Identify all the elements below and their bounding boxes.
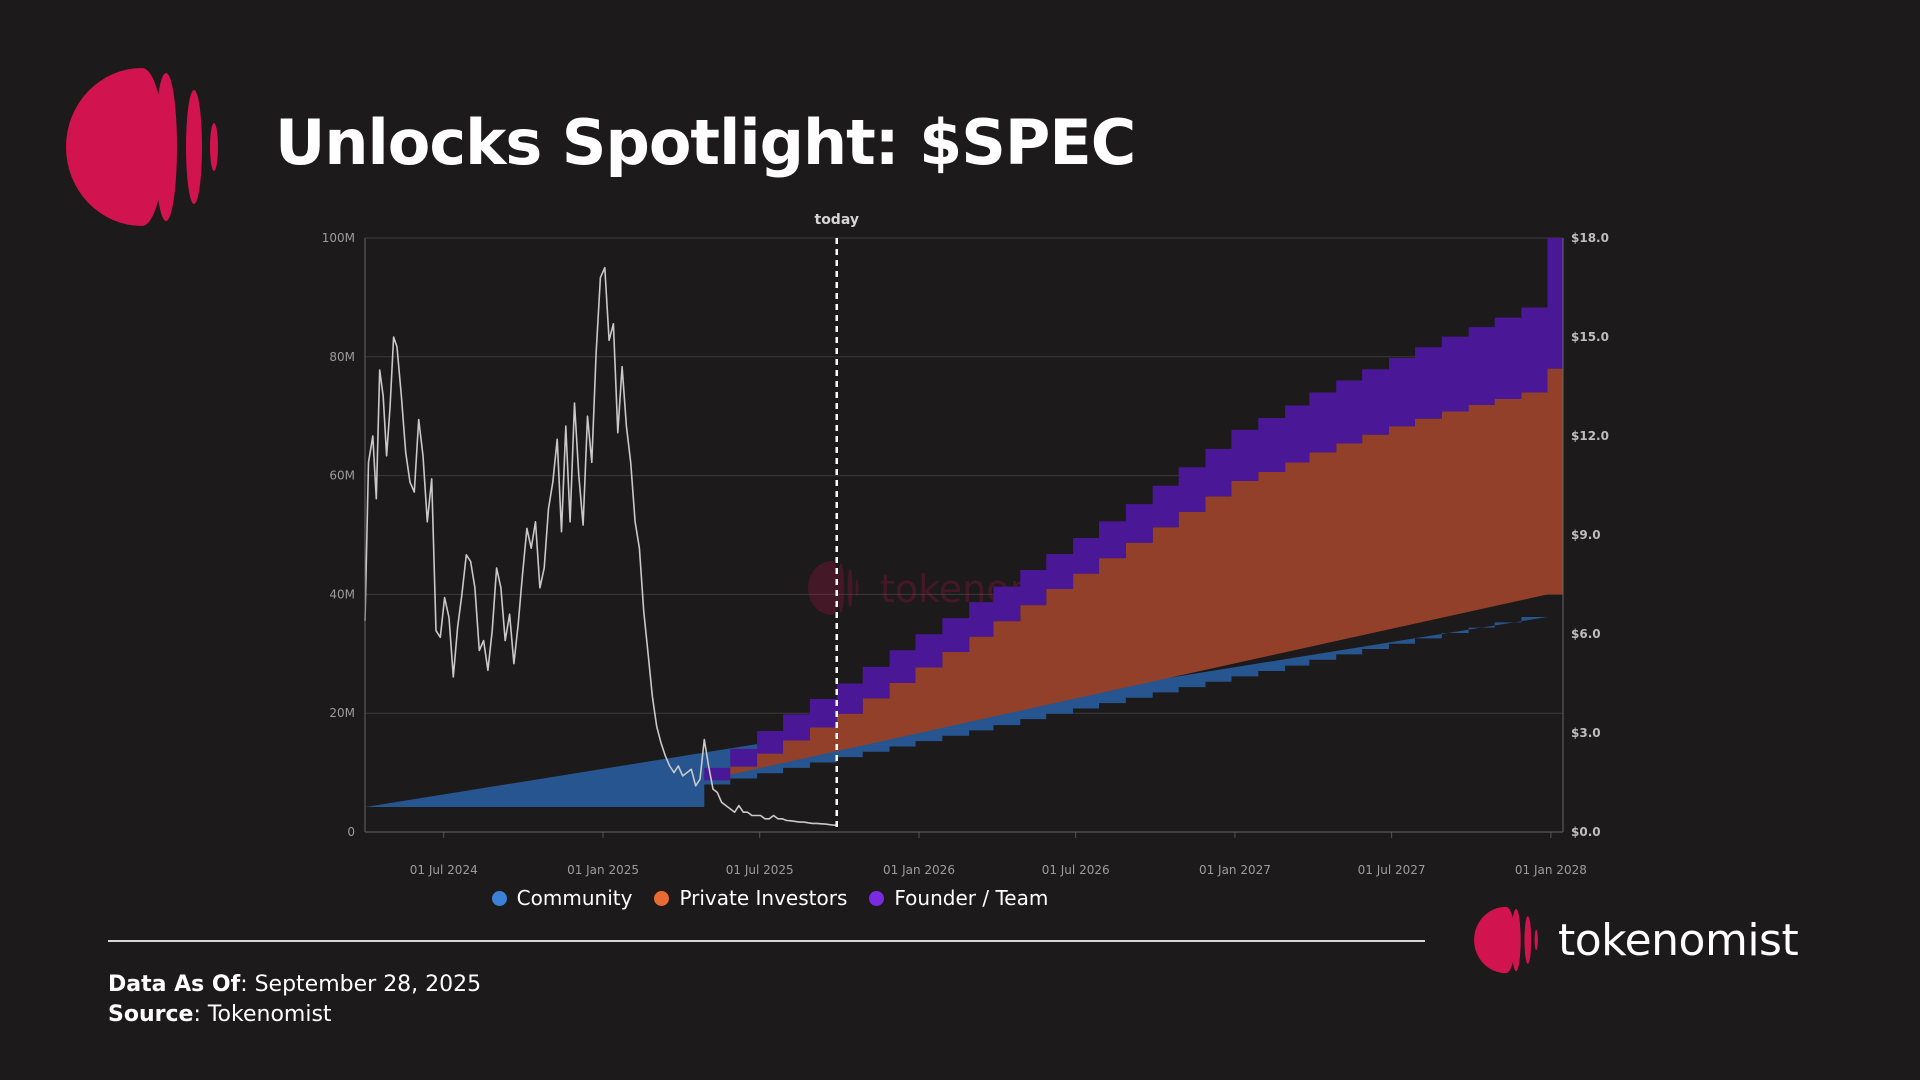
data-as-of-line: Data As Of: September 28, 2025 [108,970,481,1000]
source-line: Source: Tokenomist [108,1000,481,1030]
unlock-schedule-chart: tokenomist 020M40M60M80M100M$0.0$3.0$6.0… [322,212,1609,877]
legend-item-founder-team[interactable]: Founder / Team [869,886,1048,910]
watermark-logo-bar [855,579,859,597]
y-left-tick-label: 40M [329,587,355,601]
brand-lockup: tokenomist [1472,906,1799,974]
source-label: Source [108,1002,194,1027]
data-as-of-value: : September 28, 2025 [240,972,482,997]
page-title: Unlocks Spotlight: $SPEC [275,106,1136,179]
today-marker: today [815,212,859,832]
founder-team-area [704,238,1563,781]
private-investors-area [704,368,1563,781]
legend-item-community[interactable]: Community [491,886,633,910]
tokenomist-logo-large [66,68,218,226]
x-tick-label: 01 Jan 2027 [1199,863,1271,877]
y-right-tick-label: $18.0 [1571,231,1609,245]
price-line-layer [364,266,837,827]
watermark-logo-bar [838,563,844,613]
x-tick-label: 01 Jan 2026 [883,863,955,877]
tokenomist-logo-small [1474,906,1538,974]
y-left-tick-label: 100M [322,231,355,245]
founder-team-dot-icon [869,890,885,906]
x-tick-label: 01 Jul 2025 [726,863,794,877]
y-left-tick-label: 80M [329,350,355,364]
community-area [365,616,1548,808]
y-right-tick-label: $15.0 [1571,330,1609,344]
chart-axes: 0 20M 40M 60M 80M 100M $0.0 $3.0 $6.0 $9.0 $12.0 $1… [322,231,1609,877]
x-tick-label: 01 Jul 2026 [1042,863,1110,877]
private-investors-dot-icon [654,890,670,906]
brand-wordmark: tokenomist [1558,914,1799,966]
footer-info: Data As Of: September 28, 2025 Source: T… [108,970,481,1030]
y-left-tick-label: 20M [329,706,355,720]
source-value: : Tokenomist [193,1002,332,1027]
y-right-tick-label: $9.0 [1571,528,1601,542]
x-tick-label: 01 Jan 2028 [1515,863,1587,877]
legend-label-founder-team: Founder / Team [894,886,1049,910]
price-line [364,266,837,827]
y-right-tick-label: $6.0 [1571,627,1601,641]
x-tick-label: 01 Jul 2024 [410,863,478,877]
community-dot-icon [491,890,507,906]
chart-stacked-areas [365,238,1563,808]
y-right-tick-label: $0.0 [1571,825,1601,839]
y-left-tick-label: 60M [329,469,355,483]
legend-label-community: Community [516,886,633,910]
data-as-of-label: Data As Of [108,972,241,997]
x-tick-label: 01 Jan 2025 [567,863,639,877]
y-right-tick-label: $12.0 [1571,429,1609,443]
y-right-tick-label: $3.0 [1571,726,1601,740]
legend-label-private-investors: Private Investors [679,886,848,910]
y-left-tick-label: 0 [347,825,355,839]
watermark-logo-icon [808,561,839,615]
footer-divider [108,940,1425,942]
watermark-logo-bar [847,569,853,607]
legend-item-private-investors[interactable]: Private Investors [654,886,847,910]
x-tick-label: 01 Jul 2027 [1358,863,1426,877]
chart-legend: Community Private Investors Founder / Te… [0,886,1920,910]
today-label: today [815,212,859,228]
